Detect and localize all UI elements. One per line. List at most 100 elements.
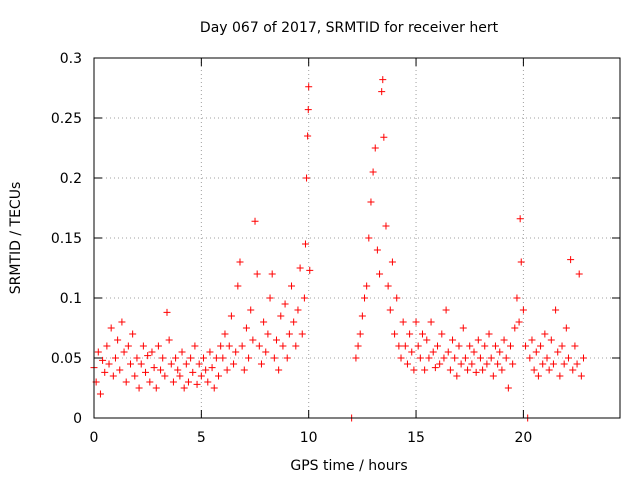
- data-point: [371, 144, 379, 152]
- data-point: [358, 312, 366, 320]
- data-point: [301, 240, 309, 248]
- data-point: [361, 294, 369, 302]
- data-point: [281, 300, 289, 308]
- data-point: [363, 282, 371, 290]
- data-point: [285, 330, 293, 338]
- data-point: [135, 384, 143, 392]
- data-point: [257, 360, 265, 368]
- data-point: [560, 360, 568, 368]
- data-point: [111, 354, 119, 362]
- data-point: [202, 366, 210, 374]
- data-point: [391, 330, 399, 338]
- data-point: [528, 336, 536, 344]
- data-point: [272, 336, 280, 344]
- data-point: [210, 384, 218, 392]
- data-point: [266, 294, 274, 302]
- data-point: [446, 366, 454, 374]
- data-point: [373, 246, 381, 254]
- data-point: [429, 348, 437, 356]
- data-point: [223, 366, 231, 374]
- data-point: [292, 342, 300, 350]
- data-point: [169, 378, 177, 386]
- data-point: [109, 372, 117, 380]
- data-point: [197, 372, 205, 380]
- data-point: [204, 378, 212, 386]
- data-point: [217, 342, 225, 350]
- data-point: [487, 354, 495, 362]
- data-point: [139, 342, 147, 350]
- data-point: [230, 360, 238, 368]
- data-point: [129, 330, 137, 338]
- data-point: [232, 348, 240, 356]
- data-point: [410, 366, 418, 374]
- data-point: [270, 354, 278, 362]
- data-point: [245, 354, 253, 362]
- data-point: [464, 366, 472, 374]
- data-point: [94, 348, 102, 356]
- data-point: [124, 342, 132, 350]
- data-point: [431, 364, 439, 372]
- data-point: [356, 330, 364, 338]
- data-point: [526, 354, 534, 362]
- data-point: [262, 348, 270, 356]
- data-point: [219, 354, 227, 362]
- data-point: [580, 354, 588, 362]
- data-point: [206, 348, 214, 356]
- data-point: [120, 348, 128, 356]
- data-point: [167, 360, 175, 368]
- data-point: [137, 360, 145, 368]
- chart-title: Day 067 of 2017, SRMTID for receiver her…: [200, 20, 499, 36]
- data-point: [476, 354, 484, 362]
- data-point: [451, 354, 459, 362]
- y-tick-label: 0.05: [51, 351, 82, 367]
- data-point: [379, 76, 387, 84]
- data-point: [564, 354, 572, 362]
- data-point: [367, 198, 375, 206]
- data-point: [264, 330, 272, 338]
- data-point: [142, 368, 150, 376]
- y-tick-label: 0.2: [60, 171, 82, 187]
- data-point: [573, 360, 581, 368]
- data-point: [212, 354, 220, 362]
- data-point: [296, 264, 304, 272]
- data-point: [306, 266, 314, 274]
- data-point: [215, 372, 223, 380]
- data-point: [418, 330, 426, 338]
- data-point: [107, 324, 115, 332]
- data-point: [575, 270, 583, 278]
- data-point: [549, 360, 557, 368]
- data-point: [423, 336, 431, 344]
- data-point: [380, 133, 388, 141]
- data-point: [459, 324, 467, 332]
- data-point: [118, 318, 126, 326]
- data-point: [466, 342, 474, 350]
- data-point: [438, 330, 446, 338]
- data-point: [397, 354, 405, 362]
- data-point: [399, 318, 407, 326]
- data-point: [376, 270, 384, 278]
- data-point: [498, 366, 506, 374]
- data-point: [393, 294, 401, 302]
- data-point: [515, 318, 523, 326]
- data-points: [90, 76, 588, 422]
- data-point: [427, 318, 435, 326]
- data-point: [298, 330, 306, 338]
- data-point: [406, 330, 414, 338]
- data-point: [485, 330, 493, 338]
- data-point: [176, 372, 184, 380]
- data-point: [416, 354, 424, 362]
- data-point: [146, 378, 154, 386]
- data-point: [504, 384, 512, 392]
- data-point: [99, 356, 107, 364]
- data-point: [225, 342, 233, 350]
- x-tick-label: 10: [300, 430, 318, 446]
- data-point: [96, 390, 104, 398]
- data-point: [163, 308, 171, 316]
- data-point: [479, 366, 487, 374]
- data-point: [481, 342, 489, 350]
- data-point: [395, 342, 403, 350]
- data-point: [240, 366, 248, 374]
- data-point: [403, 360, 411, 368]
